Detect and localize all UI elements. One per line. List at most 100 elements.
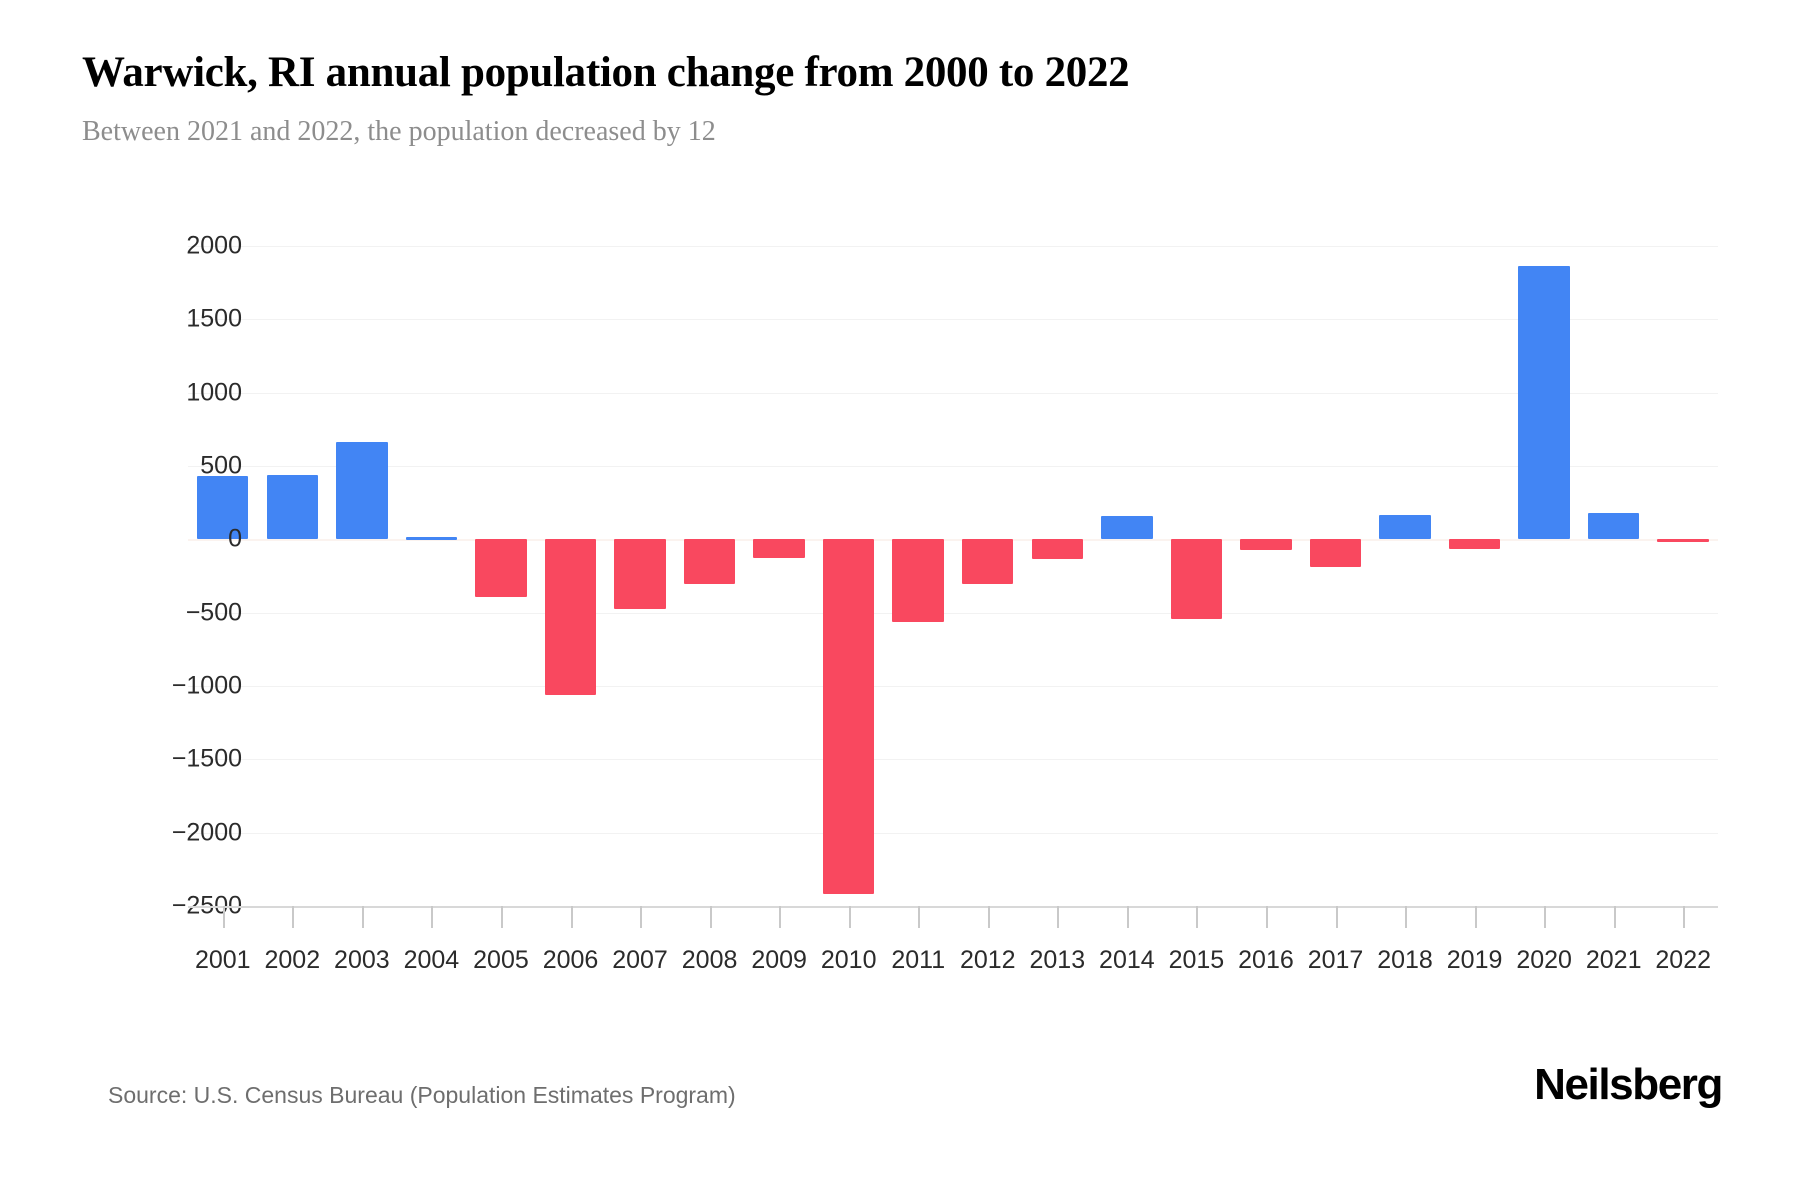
bar-slot	[1162, 246, 1232, 906]
bar-slot	[397, 246, 467, 906]
chart-subtitle: Between 2021 and 2022, the population de…	[82, 116, 716, 148]
x-axis-tickmark	[292, 906, 295, 928]
bar[interactable]	[405, 537, 458, 541]
x-axis-tickmark	[1683, 906, 1686, 928]
bar[interactable]	[544, 539, 597, 695]
bar-slot	[1301, 246, 1371, 906]
bar[interactable]	[892, 539, 944, 623]
bar[interactable]	[197, 476, 249, 540]
bar[interactable]	[1657, 539, 1709, 543]
bar[interactable]	[614, 539, 666, 609]
x-axis-tick-label: 2005	[473, 946, 529, 974]
x-axis-tickmark	[1474, 906, 1477, 928]
bar[interactable]	[1518, 265, 1570, 540]
y-axis-tick-label: −1500	[171, 744, 242, 773]
bar[interactable]	[1170, 539, 1223, 620]
x-axis-tick-label: 2007	[612, 946, 668, 974]
bar[interactable]	[1448, 539, 1501, 549]
bar[interactable]	[962, 539, 1014, 585]
bar-slot	[188, 246, 258, 906]
bar-slot	[1440, 246, 1510, 906]
bar[interactable]	[1587, 512, 1640, 540]
bar-slot	[814, 246, 884, 906]
y-axis-tick-label: −1000	[171, 671, 242, 700]
gridline	[188, 759, 1718, 761]
x-axis-tickmark	[640, 906, 643, 928]
bar[interactable]	[753, 539, 805, 558]
page-title: Warwick, RI annual population change fro…	[82, 49, 1130, 96]
x-axis-tick-label: 2015	[1168, 946, 1225, 974]
bars-group	[188, 246, 1718, 906]
gridline	[188, 686, 1718, 687]
x-axis-tickmark	[1057, 906, 1060, 928]
bar[interactable]	[1309, 539, 1362, 568]
y-axis-tick-label: 2000	[186, 231, 242, 260]
y-axis-tick-label: −500	[185, 598, 242, 627]
x-axis-tickmark	[1544, 906, 1547, 928]
bar[interactable]	[475, 539, 527, 597]
x-axis-tick-label: 2003	[334, 946, 390, 974]
bar-slot	[258, 246, 328, 906]
x-axis-tick-label: 2011	[891, 946, 946, 974]
bar[interactable]	[1240, 539, 1292, 550]
x-axis-tick-label: 2002	[264, 946, 321, 974]
bar[interactable]	[1379, 515, 1431, 540]
bar[interactable]	[1101, 515, 1153, 540]
bar-slot	[1023, 246, 1093, 906]
bar-slot	[1579, 246, 1649, 906]
x-axis-tickmark	[987, 906, 990, 928]
bar-slot	[1648, 246, 1718, 906]
x-axis-tick-label: 2020	[1516, 946, 1572, 974]
chart-header: Warwick, RI annual population change fro…	[82, 48, 1722, 149]
bar-slot	[953, 246, 1023, 906]
x-axis-tickmark	[1126, 906, 1129, 928]
y-axis-tick-label: 1500	[186, 304, 242, 333]
x-axis-tick-label: 2018	[1377, 946, 1433, 974]
bar[interactable]	[1031, 539, 1084, 560]
x-axis-tickmark	[918, 906, 921, 928]
x-axis-tick-label: 2014	[1099, 946, 1155, 974]
x-axis-tick-label: 2009	[751, 946, 807, 974]
gridline	[188, 612, 1718, 614]
bar-slot	[1231, 246, 1301, 906]
gridline	[188, 832, 1718, 834]
zero-gridline	[188, 539, 1718, 542]
x-axis-tick-label: 2017	[1307, 946, 1364, 974]
bar[interactable]	[336, 441, 388, 540]
x-axis-tick-label: 2010	[820, 946, 877, 974]
gridline	[188, 466, 1718, 467]
bar-slot	[1370, 246, 1440, 906]
y-axis-tick-label: −2000	[171, 818, 242, 847]
source-note: Source: U.S. Census Bureau (Population E…	[108, 1082, 736, 1108]
x-axis-tick-label: 2016	[1238, 946, 1294, 974]
bar[interactable]	[683, 539, 736, 585]
x-axis-line	[188, 906, 1718, 908]
x-axis-tickmark	[1613, 906, 1616, 928]
x-axis-tickmark	[848, 906, 851, 928]
x-axis-tickmark	[500, 906, 503, 928]
x-axis-tickmark	[1265, 906, 1268, 928]
x-axis-tick-label: 2013	[1029, 946, 1086, 974]
bar-slot	[466, 246, 536, 906]
y-axis-tick-label: −2500	[171, 891, 242, 920]
bar[interactable]	[822, 539, 875, 895]
bar-slot	[1509, 246, 1579, 906]
gridline	[188, 392, 1718, 394]
x-axis-tickmark	[1335, 906, 1338, 928]
x-axis-tick-label: 2004	[403, 946, 460, 974]
bar-slot	[605, 246, 675, 906]
x-axis-tickmark	[361, 906, 364, 928]
bar-slot	[883, 246, 953, 906]
gridline	[188, 319, 1718, 321]
y-axis-tick-label: 500	[200, 451, 242, 480]
x-axis-tickmark	[1405, 906, 1408, 928]
gridline	[188, 246, 1718, 247]
x-axis-tick-label: 2008	[681, 946, 738, 974]
x-axis-tick-label: 2006	[542, 946, 599, 974]
x-axis-tickmark	[222, 906, 225, 928]
x-axis-tickmark	[779, 906, 782, 928]
bar[interactable]	[266, 474, 319, 540]
x-axis-tick-label: 2021	[1585, 946, 1642, 974]
y-axis-tick-label: 1000	[186, 378, 242, 407]
